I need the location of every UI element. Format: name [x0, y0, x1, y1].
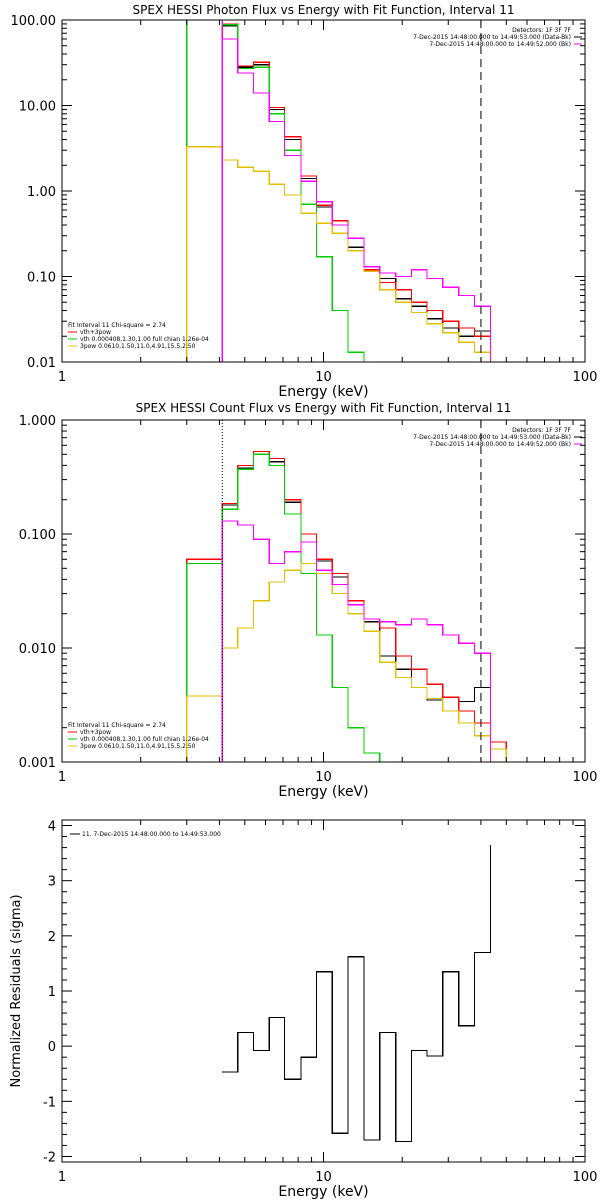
- y-tick-label: -1: [43, 1095, 56, 1110]
- series-line-bk: [221, 520, 492, 762]
- x-axis-label: Energy (keV): [278, 784, 368, 800]
- x-tick-label: 10: [315, 370, 332, 385]
- series-line-3pow: [186, 146, 507, 363]
- x-axis-label: Energy (keV): [278, 1184, 368, 1200]
- y-tick-label: 2: [48, 930, 56, 945]
- series-line-data-0: [222, 844, 492, 1143]
- y-tick-label: 1.000: [19, 414, 56, 429]
- series-line-bk: [221, 38, 492, 362]
- x-tick-label: 100: [573, 1170, 598, 1185]
- legend-entry: 3pow 0.0610,1.50,11.0,4.91,15.5,2.50: [80, 743, 196, 750]
- legend-entry: Fit Interval 11 Chi-square = 2.74: [68, 722, 166, 729]
- x-tick-label: 1: [58, 370, 66, 385]
- legend-entry: Detectors: 1F 3F 7F: [512, 427, 571, 434]
- y-axis-label: Normalized Residuals (sigma): [9, 894, 24, 1087]
- x-tick-label: 100: [573, 370, 598, 385]
- series-line-vth: [186, 453, 381, 762]
- x-tick-label: 1: [58, 770, 66, 785]
- legend-entry: vth+3pow: [80, 729, 111, 736]
- plot-frame: [61, 19, 586, 363]
- series-line-3pow: [186, 563, 507, 762]
- x-axis-label: Energy (keV): [278, 384, 368, 400]
- x-tick-label: 10: [315, 770, 332, 785]
- x-tick-label: 10: [315, 1170, 332, 1185]
- y-tick-label: 100.00: [11, 14, 57, 29]
- legend-entry: Fit Interval 11 Chi-square = 2.74: [68, 322, 166, 329]
- series-line-data-0: [221, 453, 492, 762]
- y-tick-label: 1: [48, 985, 56, 1000]
- y-tick-label: 0: [48, 1040, 56, 1055]
- chart-title: SPEX HESSI Count Flux vs Energy with Fit…: [136, 401, 512, 415]
- y-tick-label: 4: [48, 820, 56, 835]
- legend-entry: 7-Dec-2015 14:48:00.000 to 14:49:53.000 …: [413, 34, 571, 41]
- legend-entry: 7-Dec-2015 14:48:00.000 to 14:49:53.000 …: [413, 434, 571, 441]
- y-tick-label: 1.00: [27, 185, 56, 200]
- legend-entry: 7-Dec-2015 14:48:00.000 to 14:49:52.000 …: [429, 41, 571, 48]
- chart-panel-1: SPEX HESSI Photon Flux vs Energy with Fi…: [11, 3, 598, 400]
- y-tick-label: -2: [43, 1150, 56, 1165]
- legend-entry: vth 0.000408,1.30,1.00 full chian 1.26e-…: [80, 736, 209, 743]
- y-tick-label: 0.10: [27, 271, 56, 286]
- chart-panel-3: 1 10 100 -2 -1 0 1 2 3 4 Energy (keV) Normalized Re…: [9, 819, 598, 1200]
- x-tick-label: 1: [58, 1170, 66, 1185]
- y-tick-label: 0.001: [19, 756, 56, 771]
- series-group: [222, 844, 492, 1143]
- plot-frame: [61, 819, 586, 1163]
- y-tick-label: 3: [48, 875, 56, 890]
- y-tick-label: 0.010: [19, 642, 56, 657]
- y-tick-label: 0.01: [27, 356, 56, 371]
- legend-entry: vth 0.000408,1.30,1.00 full chian 1.26e-…: [80, 336, 209, 343]
- legend-entry: vth+3pow: [80, 329, 111, 336]
- y-tick-label: 10.00: [19, 100, 56, 115]
- series-line-vth: [186, 19, 380, 363]
- series-group: [186, 450, 507, 762]
- legend-entry: 7-Dec-2015 14:48:00.000 to 14:49:52.000 …: [429, 441, 571, 448]
- series-group: [186, 19, 507, 363]
- legend-entry: Detectors: 1F 3F 7F: [512, 27, 571, 34]
- series-line-vth-3pow: [221, 23, 492, 362]
- y-tick-label: 0.100: [19, 528, 56, 543]
- series-line-data-0: [221, 25, 492, 362]
- chart-title: SPEX HESSI Photon Flux vs Energy with Fi…: [133, 3, 515, 17]
- plot-frame: [61, 419, 586, 763]
- chart-panel-2: SPEX HESSI Count Flux vs Energy with Fit…: [19, 401, 598, 800]
- x-tick-label: 100: [573, 770, 598, 785]
- legend-entry: 11. 7-Dec-2015 14:48:00.000 to 14:49:53.…: [82, 831, 221, 838]
- legend-entry: 3pow 0.0610,1.50,11.0,4.91,15.5,2.50: [80, 343, 196, 350]
